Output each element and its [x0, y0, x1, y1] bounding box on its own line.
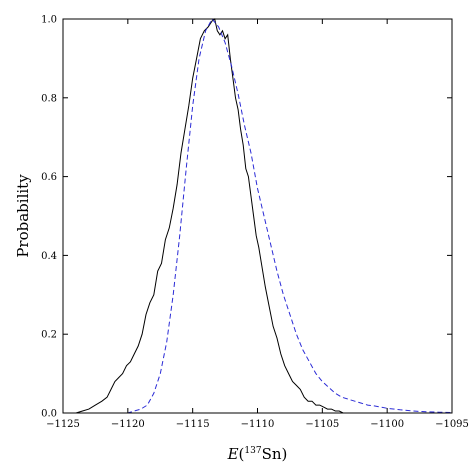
x-tick-label: −1115: [176, 419, 210, 430]
x-tick-label: −1110: [241, 419, 275, 430]
y-axis-label: Probability: [14, 174, 32, 258]
y-tick-label: 0.0: [41, 409, 57, 420]
x-axis-label-superscript: 137: [244, 446, 261, 456]
x-axis-label-variable: E: [227, 445, 239, 463]
series-line-1: [63, 18, 363, 414]
y-tick-label: 0.6: [41, 172, 57, 183]
y-tick-label: 0.8: [41, 93, 57, 104]
plot-frame: [62, 18, 453, 414]
x-tick-label: −1125: [46, 419, 80, 430]
x-tick-label: −1095: [435, 419, 469, 430]
x-axis-label-rest: Sn): [262, 445, 288, 463]
y-tick-label: 0.4: [41, 251, 57, 262]
x-tick-label: −1105: [305, 419, 339, 430]
y-tick-label: 1.0: [41, 15, 57, 26]
series-line-2: [63, 18, 453, 414]
x-axis-label: E(137Sn): [227, 445, 288, 463]
ticks-layer: −1125 −1120 −1115 −1110 −1105 −1100 −1095 0.0 0.…: [41, 15, 469, 431]
x-tick-label: −1100: [370, 419, 404, 430]
x-tick-label: −1120: [111, 419, 145, 430]
series-layer: [63, 18, 453, 414]
y-tick-label: 0.2: [41, 330, 57, 341]
x-axis-label-open: (: [239, 445, 245, 463]
